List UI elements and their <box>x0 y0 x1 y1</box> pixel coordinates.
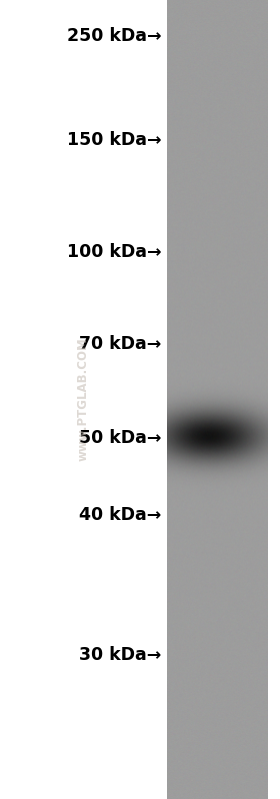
Text: 40 kDa→: 40 kDa→ <box>79 507 162 524</box>
Text: 100 kDa→: 100 kDa→ <box>67 243 162 260</box>
Text: 70 kDa→: 70 kDa→ <box>79 335 162 352</box>
Text: 30 kDa→: 30 kDa→ <box>79 646 162 664</box>
Text: 150 kDa→: 150 kDa→ <box>67 131 162 149</box>
Text: www.PTGLAB.COM: www.PTGLAB.COM <box>77 338 90 461</box>
Text: 50 kDa→: 50 kDa→ <box>79 429 162 447</box>
Text: 250 kDa→: 250 kDa→ <box>67 27 162 45</box>
